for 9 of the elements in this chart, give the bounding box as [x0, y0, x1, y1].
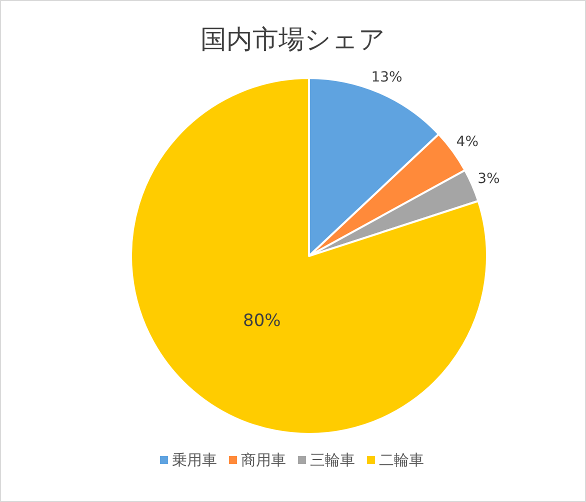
data-label: 80% [243, 310, 281, 331]
legend-label: 商用車 [241, 451, 286, 469]
data-label: 13% [371, 69, 402, 86]
legend-label: 二輪車 [379, 451, 424, 469]
data-label: 3% [478, 171, 500, 188]
legend-label: 乗用車 [172, 451, 217, 469]
chart-title: 国内市場シェア [200, 25, 386, 55]
data-label: 4% [456, 134, 479, 150]
legend-label: 三輪車 [310, 451, 355, 469]
